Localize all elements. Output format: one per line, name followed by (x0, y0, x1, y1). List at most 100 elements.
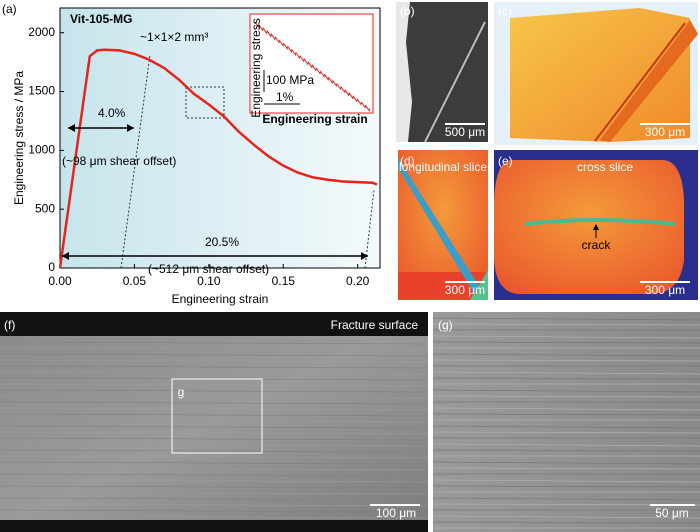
texture (432, 425, 700, 429)
texture (432, 389, 700, 393)
texture (0, 431, 429, 435)
panel-label: (g) (438, 318, 453, 332)
texture (432, 377, 700, 380)
annotation: (~512 μm shear offset) (148, 262, 269, 276)
texture (432, 317, 700, 321)
image-e-crack (524, 218, 676, 226)
x-axis-label: Engineering strain (172, 292, 269, 306)
texture (0, 359, 429, 363)
inset-curve (254, 21, 371, 112)
inset-y-label: Engineering stress (249, 18, 263, 117)
image-d-green (470, 270, 488, 300)
scale-label: 300 μm (645, 125, 685, 139)
scale-label: 500 μm (445, 125, 485, 139)
image-f-top (0, 312, 428, 336)
annotation: 20.5% (205, 235, 239, 249)
panel-label: (d) (400, 154, 415, 168)
y-tick-label: 0 (48, 260, 55, 274)
image-b-band (424, 21, 486, 143)
texture (432, 515, 700, 519)
y-tick-label: 1500 (28, 84, 55, 98)
texture (432, 497, 700, 501)
x-tick-label: 0.00 (48, 274, 72, 288)
image-d-band (398, 158, 488, 300)
texture (0, 455, 429, 459)
texture (0, 389, 429, 393)
image-f (0, 312, 428, 532)
inset-frame (249, 13, 374, 114)
image-b-edge (396, 2, 412, 142)
texture (432, 485, 700, 488)
x-tick-label: 0.05 (123, 274, 147, 288)
texture (432, 449, 700, 452)
stress-strain-curve (58, 48, 378, 269)
y-tick-label: 1000 (28, 143, 55, 157)
texture (0, 341, 429, 345)
texture (0, 461, 429, 465)
y-axis-label: Engineering stress / MPa (12, 71, 26, 205)
texture (432, 353, 700, 357)
texture (0, 491, 429, 495)
image-f-bottom (0, 520, 428, 532)
texture (0, 395, 429, 399)
panel-label: (a) (2, 2, 17, 16)
x-tick-label: 0.10 (197, 274, 221, 288)
image-e-sample (494, 160, 684, 294)
texture (432, 479, 700, 483)
texture (432, 461, 700, 465)
texture (0, 509, 429, 513)
panel-label: (f) (4, 318, 15, 332)
texture (0, 479, 429, 483)
texture (0, 485, 429, 489)
texture (432, 431, 700, 434)
inset-x-label: Engineering strain (262, 112, 367, 126)
texture (0, 449, 429, 453)
texture (432, 335, 700, 339)
annotation: ~1×1×2 mm³ (140, 30, 208, 44)
texture (0, 347, 429, 351)
panel-label: (c) (498, 4, 512, 18)
x-tick-label: 0.20 (346, 274, 370, 288)
arrow-head (127, 124, 134, 132)
texture (0, 425, 429, 429)
crack-label: crack (582, 238, 612, 252)
texture (432, 341, 700, 344)
texture (0, 401, 429, 405)
image-c-cube (510, 8, 690, 142)
g-box-label: g (178, 385, 185, 399)
annotation: Vit-105-MG (70, 12, 132, 26)
arrow-head (68, 124, 75, 132)
texture (0, 365, 429, 369)
texture (0, 413, 429, 417)
fracture-title: Fracture surface (331, 318, 419, 332)
texture (432, 443, 700, 447)
g-box (171, 378, 263, 454)
texture (0, 437, 429, 441)
texture (0, 383, 429, 387)
texture (432, 323, 700, 326)
annotation: (~98 μm shear offset) (62, 154, 176, 168)
texture (0, 467, 429, 471)
texture (0, 473, 429, 477)
image-c-shear (600, 20, 698, 142)
texture (0, 515, 429, 519)
texture (0, 407, 429, 411)
texture (432, 467, 700, 470)
texture (0, 497, 429, 501)
arrow-head (62, 252, 69, 260)
crack-arrow-head (593, 224, 599, 230)
texture (432, 359, 700, 362)
zoom-box (185, 86, 225, 119)
scale-label: 300 μm (645, 283, 685, 297)
texture (0, 419, 429, 423)
image-b (396, 2, 488, 142)
x-tick-label: 0.15 (272, 274, 296, 288)
texture (432, 407, 700, 411)
texture (432, 521, 700, 524)
panel-label: (e) (498, 154, 513, 168)
texture (0, 443, 429, 447)
image-g (433, 312, 700, 532)
